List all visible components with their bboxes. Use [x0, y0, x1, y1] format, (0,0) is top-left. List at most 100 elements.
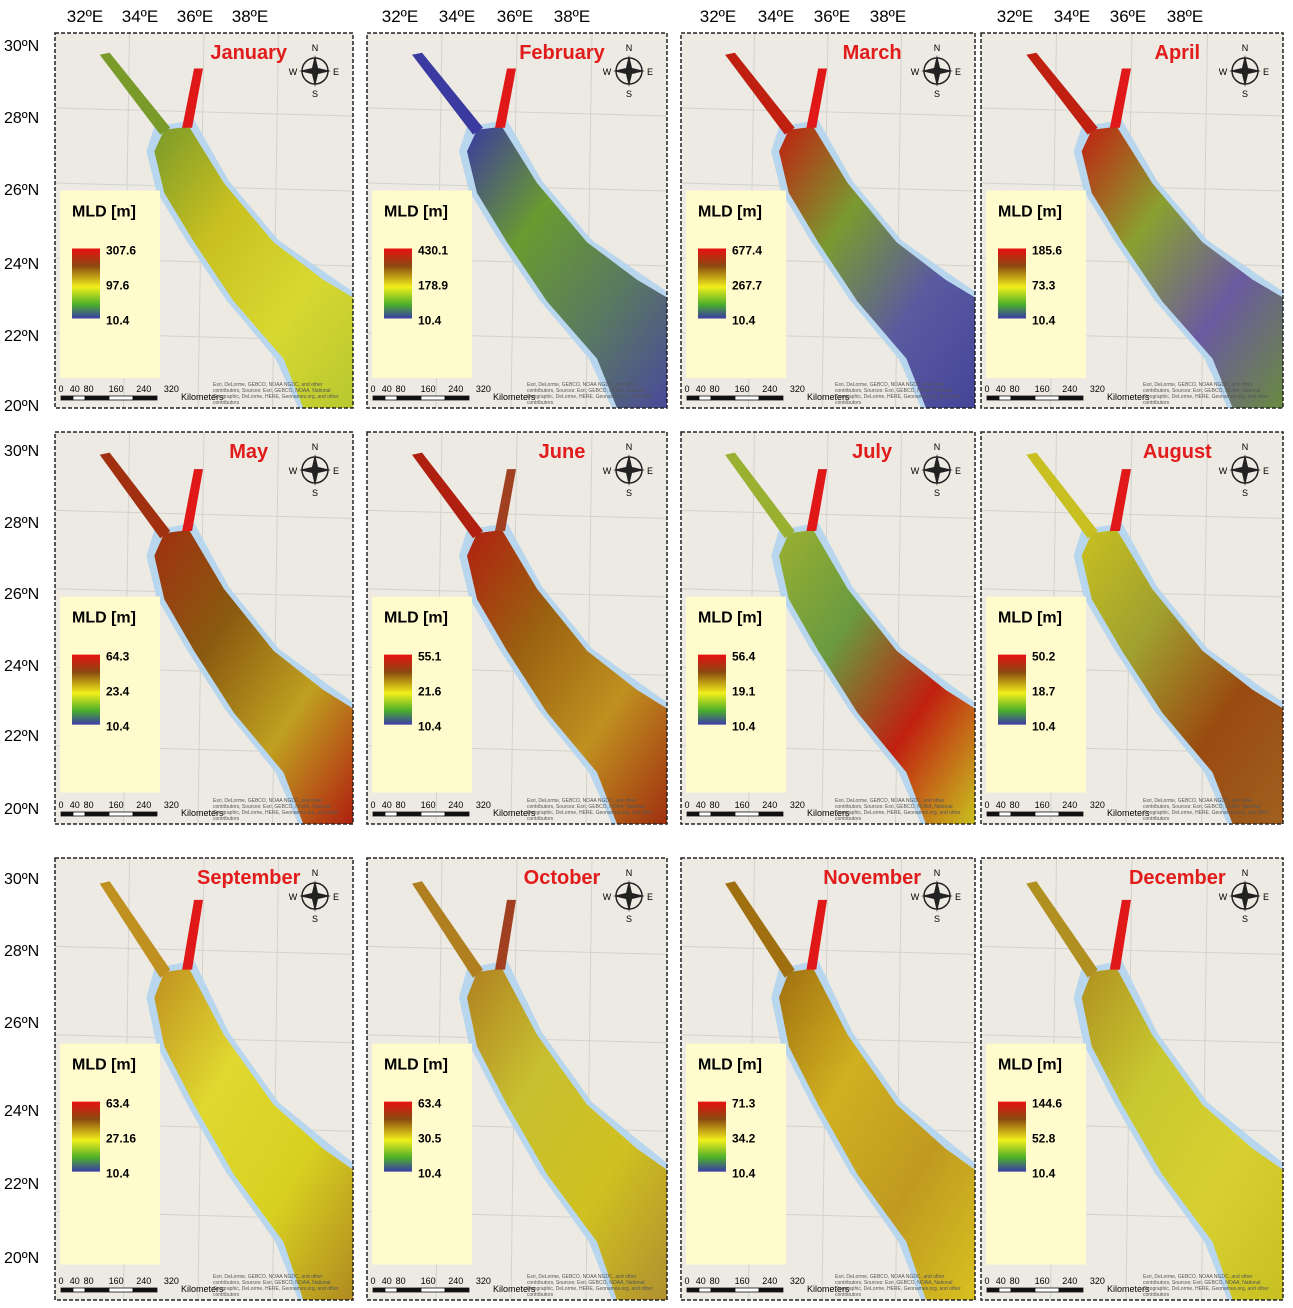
attribution: Esri, DeLorme, GEBCO, NOAA NGDC, and oth…	[213, 382, 339, 406]
scale-tick: 40	[70, 1276, 80, 1286]
scale-tick: 320	[790, 800, 805, 810]
compass-letter: S	[934, 89, 940, 99]
panel-frame	[54, 857, 354, 1301]
longitude-label: 36ºE	[177, 7, 213, 26]
gulf-of-aqaba	[1109, 899, 1131, 970]
compass-letter: N	[626, 868, 633, 878]
latitude-label: 20ºN	[4, 801, 39, 818]
map-panel: November N S E W MLD [m] 71.3 34.2 10.4 0 40 80 160 2…	[680, 857, 976, 1301]
gulf-of-aqaba	[806, 469, 828, 532]
gulf-of-suez	[1026, 881, 1098, 978]
red-sea	[154, 126, 353, 408]
attribution: Esri, DeLorme, GEBCO, NOAA NGDC, and oth…	[835, 798, 961, 822]
panel-frame	[366, 431, 668, 825]
scale-tick: 0	[984, 384, 989, 394]
legend-value: 10.4	[418, 314, 442, 328]
gulf-of-aqaba	[1109, 469, 1131, 532]
map-panel: April N S E W MLD [m] 185.6 73.3 10.4 0 40 80 160 240…	[980, 32, 1284, 409]
longitude-label: 34ºE	[439, 7, 475, 26]
legend-value: 34.2	[732, 1132, 756, 1146]
legend-value: 21.6	[418, 685, 442, 699]
attribution: Esri, DeLorme, GEBCO, NOAA NGDC, and oth…	[213, 798, 339, 822]
scale-tick: 80	[710, 800, 720, 810]
month-title: March	[843, 42, 902, 64]
map-panel: March N S E W MLD [m] 677.4 267.7 10.4 0 40 80 160 24…	[680, 32, 976, 409]
legend-value: 10.4	[418, 720, 442, 734]
latitude-label: 28ºN	[4, 515, 39, 532]
compass-star	[1229, 454, 1261, 486]
scale-tick: 320	[476, 1276, 491, 1286]
longitude-label: 34ºE	[1054, 7, 1090, 26]
compass-letter: E	[647, 67, 653, 77]
graticule	[54, 107, 354, 117]
attribution: Esri, DeLorme, GEBCO, NOAA NGDC, and oth…	[527, 382, 653, 406]
scale-tick: 80	[1010, 384, 1020, 394]
scale-tick: 320	[1090, 384, 1105, 394]
attribution-box: Esri, DeLorme, GEBCO, NOAA NGDC, and oth…	[213, 1274, 339, 1298]
gulf-of-aqaba	[495, 899, 516, 970]
scale-tick: 160	[421, 1276, 436, 1286]
scale-tick: 80	[1010, 1276, 1020, 1286]
scale-tick: 320	[476, 800, 491, 810]
latitude-label: 22ºN	[4, 728, 39, 745]
scale-segment	[444, 395, 470, 401]
scale-unit: Kilometers	[1107, 808, 1150, 818]
attribution: Esri, DeLorme, GEBCO, NOAA NGDC, and oth…	[527, 798, 653, 822]
scale-tick: 80	[396, 1276, 406, 1286]
compass-star	[299, 454, 331, 486]
scale-segment	[1034, 811, 1060, 817]
longitude-label: 34ºE	[122, 7, 158, 26]
compass-letter: E	[955, 892, 961, 902]
scale-segment	[396, 1287, 422, 1293]
scale-tick: 320	[164, 800, 179, 810]
scale-tick: 160	[109, 384, 124, 394]
legend-ramp	[384, 654, 412, 725]
scale-segment	[710, 811, 736, 817]
attribution: Esri, DeLorme, GEBCO, NOAA NGDC, and oth…	[1143, 1274, 1269, 1298]
legend-value: 10.4	[732, 720, 756, 734]
scale-segment	[1058, 395, 1084, 401]
compass-letter: N	[1242, 868, 1249, 878]
sea-layer	[1026, 881, 1283, 1300]
compass-star	[921, 880, 953, 912]
gulf-of-aqaba	[182, 899, 204, 970]
compass-letter: S	[1242, 914, 1248, 924]
red-sea	[154, 530, 353, 824]
scale-tick: 40	[696, 800, 706, 810]
compass-letter: W	[1219, 67, 1228, 77]
compass-star	[1229, 55, 1261, 87]
legend-value: 71.3	[732, 1097, 756, 1111]
legend-value: 10.4	[106, 720, 130, 734]
sea-layer	[725, 52, 975, 408]
scale-segment	[698, 1287, 712, 1293]
compass-letter: N	[1242, 442, 1249, 452]
compass-letter: W	[1219, 466, 1228, 476]
attribution-box: Esri, DeLorme, GEBCO, NOAA NGDC, and oth…	[527, 1274, 653, 1298]
scale-tick: 40	[70, 800, 80, 810]
attribution-box: Esri, DeLorme, GEBCO, NOAA NGDC, and oth…	[1143, 382, 1269, 406]
scale-unit: Kilometers	[181, 392, 224, 402]
legend-value: 55.1	[418, 650, 442, 664]
compass-letter: W	[911, 892, 920, 902]
scale-segment	[1010, 1287, 1036, 1293]
scale-tick: 320	[164, 384, 179, 394]
graticule	[980, 509, 1284, 519]
compass-letter: E	[333, 466, 339, 476]
compass-letter: W	[603, 466, 612, 476]
longitude-label: 38ºE	[870, 7, 906, 26]
longitude-label: 38ºE	[232, 7, 268, 26]
scale-segment	[1010, 395, 1036, 401]
red-sea	[779, 126, 975, 408]
scale-segment	[998, 811, 1012, 817]
legend-value: 430.1	[418, 244, 448, 258]
scale-tick: 160	[109, 800, 124, 810]
compass-letter: W	[911, 466, 920, 476]
scale-tick: 40	[996, 1276, 1006, 1286]
attribution-box: Esri, DeLorme, GEBCO, NOAA NGDC, and oth…	[835, 798, 961, 822]
gulf-of-suez	[99, 881, 171, 978]
legend-ramp	[384, 248, 412, 319]
legend-value: 10.4	[732, 1167, 756, 1181]
red-sea	[467, 968, 667, 1300]
latitude-label: 28ºN	[4, 943, 39, 960]
scale-segment	[420, 1287, 446, 1293]
